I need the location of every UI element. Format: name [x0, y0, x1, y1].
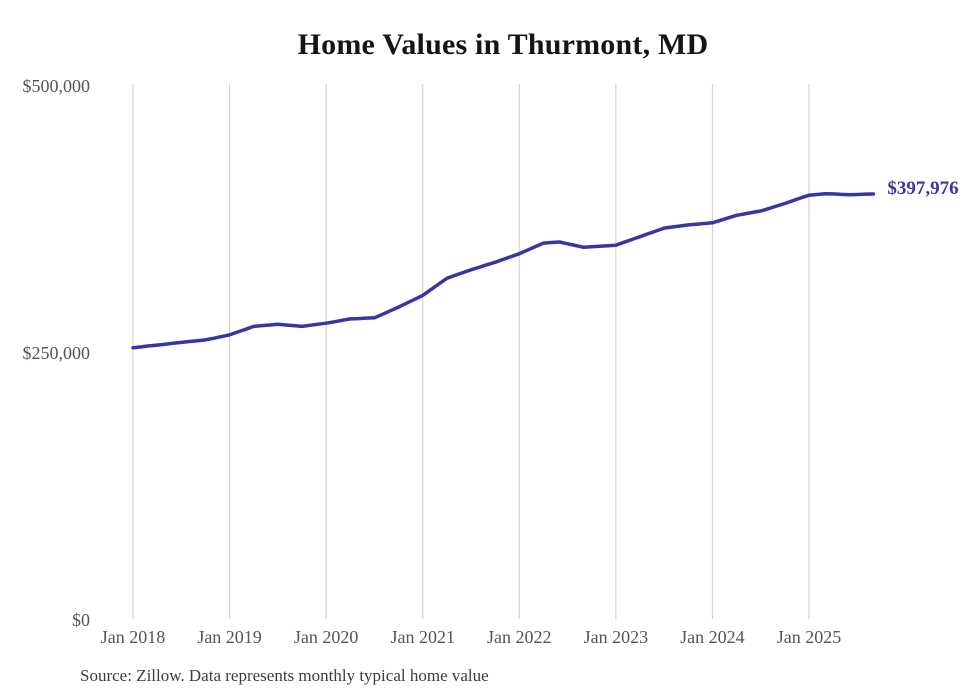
x-tick-label: Jan 2018 [101, 627, 166, 647]
x-tick-label: Jan 2020 [294, 627, 359, 647]
end-value-label: $397,976 [887, 178, 958, 199]
home-value-line [131, 191, 876, 350]
chart-title: Home Values in Thurmont, MD [297, 28, 709, 61]
x-tick-label: Jan 2019 [197, 627, 262, 647]
source-note: Source: Zillow. Data represents monthly … [80, 666, 489, 685]
y-tick-label: $250,000 [23, 343, 91, 363]
x-tick-label: Jan 2022 [487, 627, 552, 647]
x-tick-label: Jan 2024 [680, 627, 745, 647]
y-tick-label: $0 [72, 610, 90, 630]
y-tick-label: $500,000 [23, 76, 91, 96]
x-tick-label: Jan 2023 [584, 627, 649, 647]
x-tick-label: Jan 2021 [390, 627, 455, 647]
x-tick-label: Jan 2025 [777, 627, 842, 647]
